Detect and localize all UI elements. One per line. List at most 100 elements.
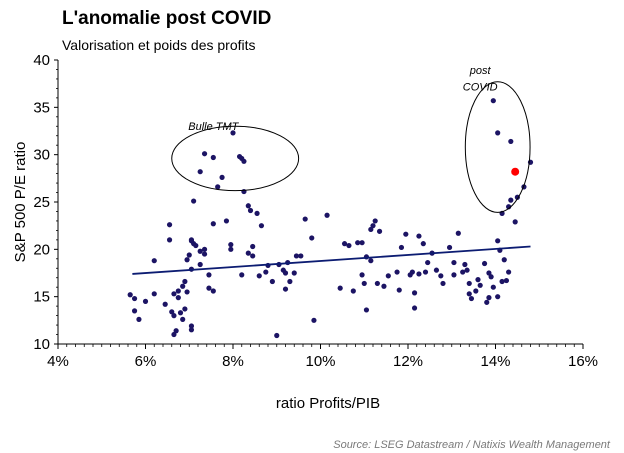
data-point [475,277,481,283]
data-point [136,316,142,322]
data-point [250,253,256,259]
x-tick-label: 14% [480,353,510,370]
y-tick-label: 10 [33,336,50,353]
data-point [197,261,203,268]
data-point [171,313,177,319]
data-point [282,286,289,292]
data-point [201,246,208,252]
data-point [411,305,418,311]
data-point [188,327,195,333]
data-point [396,287,402,293]
annotation-label: Bulle TMT [188,121,239,133]
data-point [215,184,221,190]
data-point [191,198,197,204]
y-tick-label: 15 [33,289,50,306]
x-tick-label: 12% [393,353,423,370]
data-point [131,295,138,302]
data-point [466,280,472,287]
data-point [341,241,348,247]
data-point [466,291,472,297]
data-point [269,278,275,285]
data-point [368,226,374,233]
data-point [409,269,415,275]
data-point [438,273,444,279]
data-point [490,284,496,290]
data-point [481,260,488,267]
data-point [468,295,475,302]
x-tick-label: 10% [305,353,335,370]
data-point [228,246,234,252]
data-point [206,285,212,291]
x-tick-label: 8% [222,353,244,370]
data-point [455,230,461,236]
data-point [488,274,494,280]
data-point [460,269,466,275]
data-point [370,223,376,229]
data-point [274,332,280,339]
data-point [506,269,512,275]
data-point [495,294,501,300]
data-point [416,233,422,239]
source-note: Source: LSEG Datastream / Natixis Wealth… [333,439,611,451]
data-point [394,269,400,275]
data-point [250,243,256,250]
data-point [503,277,510,284]
data-point [201,151,208,157]
data-point [151,291,157,297]
y-tick-label: 35 [33,99,50,116]
x-axis-label: ratio Profits/PIB [276,395,380,412]
data-point [495,130,501,136]
data-point [376,228,383,234]
highlight-ellipse [464,81,531,213]
data-point [464,267,470,273]
data-point [508,138,514,145]
data-point [486,295,492,301]
data-point [131,308,138,314]
y-axis-label: S&P 500 P/E ratio [12,142,29,263]
data-point [337,285,343,291]
data-point [440,280,446,287]
data-point [477,282,483,288]
annotation-label: COVID [463,81,498,93]
data-point [420,241,426,247]
data-point [446,244,453,251]
data-point [175,288,181,294]
data-point [197,169,203,175]
data-point [184,257,190,263]
data-point [422,269,429,275]
data-point [324,212,330,218]
plot-area: 10 15 20 25 30 35 40 4% 6% 8% 10% 12% 14% 16% Bulle TM… [33,52,598,370]
data-point [372,218,378,224]
data-point [374,280,380,287]
data-point [501,257,507,263]
x-tick-label: 4% [47,353,69,370]
data-point [239,155,245,162]
data-point [239,272,245,278]
y-tick-label: 30 [33,147,50,164]
data-point [228,242,234,248]
data-point [169,309,175,315]
data-point [368,258,374,264]
data-point [473,288,479,294]
data-point [162,301,168,307]
data-point [309,235,315,241]
data-point [346,242,352,249]
data-point [495,238,501,244]
data-point [433,267,440,273]
data-point [385,273,391,279]
data-point [311,317,317,323]
data-point [462,261,468,268]
data-point [355,240,361,246]
data-point [256,273,262,279]
data-point [188,238,195,244]
x-tick-label: 16% [568,353,598,370]
data-point [293,253,300,259]
data-point [291,270,297,276]
data-point [171,291,177,297]
data-point [403,231,409,237]
trend-line [132,245,531,275]
data-point [184,289,190,295]
data-point [201,251,208,257]
data-point [247,207,254,214]
